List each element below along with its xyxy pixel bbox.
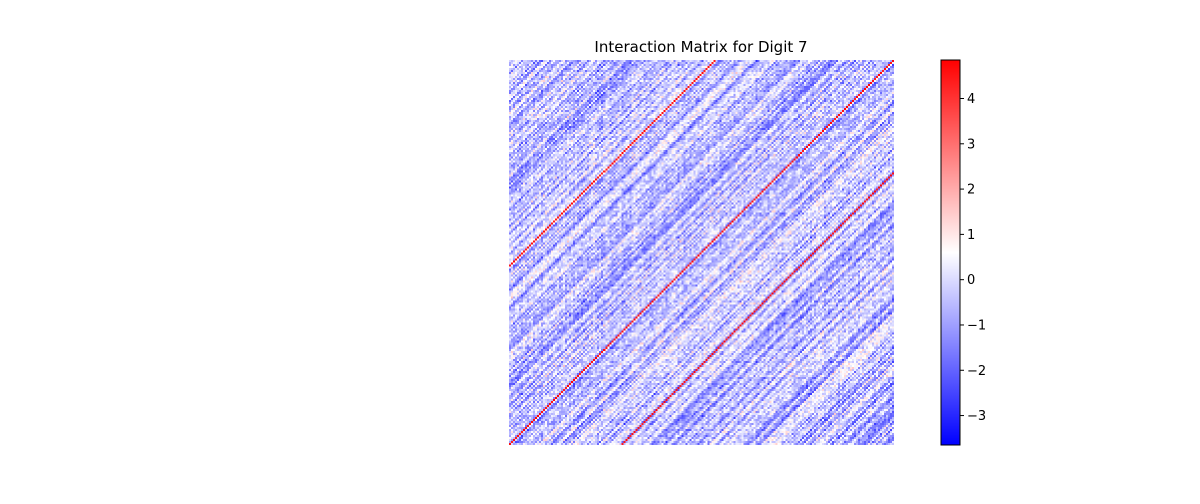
chart-title: Interaction Matrix for Digit 7 xyxy=(594,38,807,56)
colorbar-ticks: 4 3 2 1 0 −1 −2 −3 xyxy=(960,92,986,424)
colorbar-tick-label: 0 xyxy=(967,273,975,288)
heatmap-image xyxy=(509,60,894,445)
colorbar-tick-label: 1 xyxy=(967,228,975,243)
colorbar-tick-label: 3 xyxy=(967,137,975,152)
colorbar-gradient xyxy=(941,60,960,445)
colorbar-tick-label: 2 xyxy=(967,183,975,198)
heatmap xyxy=(509,60,894,445)
colorbar-tick-label: 4 xyxy=(967,92,975,107)
colorbar-tick-label: −1 xyxy=(967,318,986,333)
colorbar: 4 3 2 1 0 −1 −2 −3 xyxy=(940,59,986,446)
colorbar-tick-label: −3 xyxy=(967,409,986,424)
colorbar-frame xyxy=(940,59,961,446)
colorbar-tick-label: −2 xyxy=(967,364,986,379)
